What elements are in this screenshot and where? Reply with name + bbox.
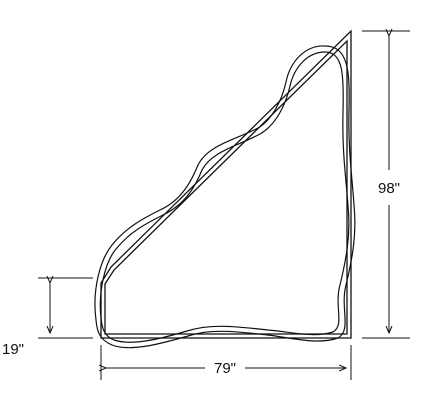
height-dimension: 98" [362, 31, 410, 339]
wavy-outline [94, 45, 356, 349]
short-side-label: 19" [2, 341, 24, 358]
straight-outline [100, 29, 352, 339]
width-dimension: 79" [101, 345, 352, 380]
width-label: 79" [214, 360, 236, 377]
short-side-dimension: 19" [2, 278, 93, 358]
height-label: 98" [378, 180, 400, 197]
